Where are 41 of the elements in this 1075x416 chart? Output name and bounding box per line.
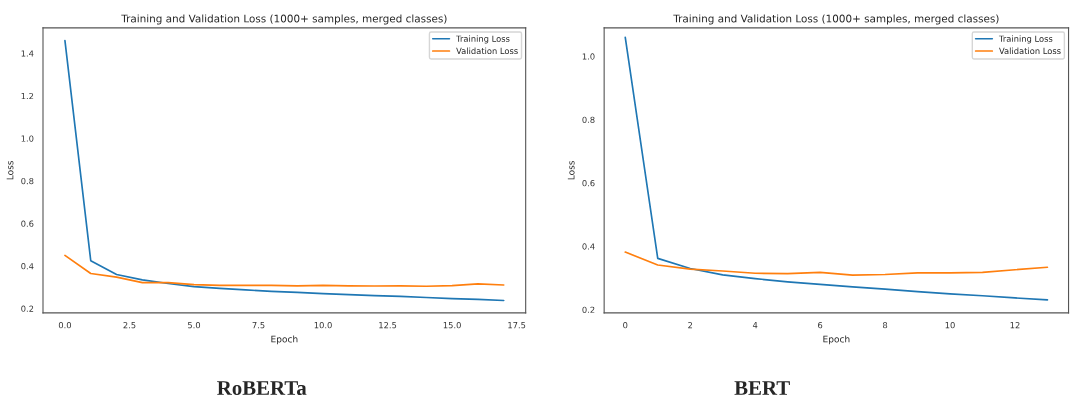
y-tick-label: 0.8 <box>582 116 595 123</box>
x-tick-label: 17.5 <box>508 322 526 329</box>
x-tick-label: 8 <box>882 322 888 329</box>
y-tick-label: 0.4 <box>21 263 34 270</box>
chart-title: Training and Validation Loss (1000+ samples, merged classes) <box>121 14 447 25</box>
y-tick-label: 0.2 <box>21 305 34 312</box>
x-tick-label: 2.5 <box>123 322 136 329</box>
line-series <box>624 251 1049 276</box>
y-axis-title: Loss <box>567 160 575 180</box>
x-tick-label: 0 <box>623 322 628 329</box>
x-tick-label: 10.0 <box>314 322 332 329</box>
x-axis-title: Epoch <box>271 335 298 345</box>
y-axis-title: Loss <box>6 160 14 180</box>
x-tick-label: 5.0 <box>188 322 201 329</box>
x-axis-title: Epoch <box>823 335 850 345</box>
y-tick-label: 0.2 <box>582 306 595 313</box>
y-tick-label: 0.4 <box>582 243 595 250</box>
y-tick-label: 0.6 <box>582 180 595 187</box>
text: BERT <box>734 381 790 395</box>
x-tick-label: 2 <box>688 322 693 329</box>
text: RoBERTa <box>217 381 307 395</box>
legend-label: Validation Loss <box>999 47 1061 55</box>
x-tick-label: 6 <box>818 322 823 329</box>
chart-title: Training and Validation Loss (1000+ samples, merged classes) <box>673 14 999 25</box>
y-tick-label: 1.0 <box>582 53 595 60</box>
y-tick-label: 1.4 <box>21 50 34 57</box>
x-tick-label: 15.0 <box>443 322 461 329</box>
legend-label: Training Loss <box>456 35 510 44</box>
x-tick-label: 0.0 <box>58 322 72 329</box>
y-tick-label: 0.6 <box>21 220 34 227</box>
x-tick-label: 10 <box>945 322 955 329</box>
x-tick-label: 12.5 <box>379 322 397 329</box>
x-tick-label: 12 <box>1010 322 1020 329</box>
line-series <box>64 254 505 288</box>
y-tick-label: 1.0 <box>21 135 34 142</box>
x-tick-label: 4 <box>752 322 758 329</box>
legend-label: Validation Loss <box>456 47 518 55</box>
y-tick-label: 1.2 <box>21 92 34 100</box>
y-tick-label: 0.8 <box>21 177 34 185</box>
legend-label: Training Loss <box>998 35 1053 44</box>
x-tick-label: 7.5 <box>252 322 265 329</box>
